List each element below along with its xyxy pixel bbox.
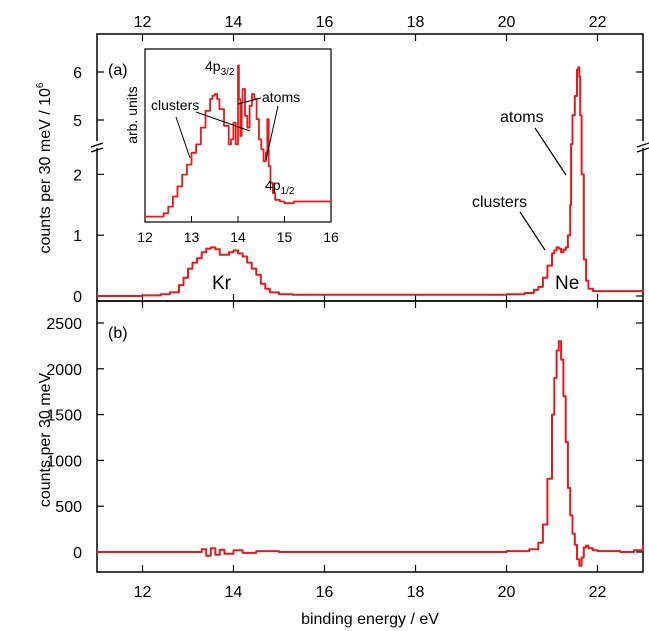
panel-a-y-tick-label: 6 xyxy=(73,65,82,82)
axis-break-mark xyxy=(636,142,649,148)
panel-b-x-tick-label: 22 xyxy=(589,584,607,601)
panel-b-y-tick-label: 500 xyxy=(55,499,82,516)
panel-b-x-tick-label: 12 xyxy=(134,584,152,601)
ne-clusters-label: clusters xyxy=(472,194,527,211)
axis-break-mark xyxy=(636,147,649,153)
axis-break-marks xyxy=(90,141,649,153)
inset-clusters-pointer-2 xyxy=(195,111,251,132)
ne-atoms-label: atoms xyxy=(500,109,544,126)
panel-b-y-tick-label: 0 xyxy=(73,545,82,562)
panel-b: 12 14 16 18 20 22 0 500 1000 1500 2000 2500 (b) co… xyxy=(37,300,644,628)
axis-break-mark xyxy=(90,142,104,148)
inset-atoms-label: atoms xyxy=(262,89,300,105)
inset-atoms-pointer-2 xyxy=(265,105,279,161)
inset-x-tick-label: 13 xyxy=(184,229,200,245)
panel-a-series-line xyxy=(97,66,644,297)
inset-series-line xyxy=(145,64,331,218)
svg-text:counts per 30 meV / 106: counts per 30 meV / 106 xyxy=(35,82,54,253)
panel-a-y-tick-label: 2 xyxy=(73,167,82,184)
panel-a-y-label-text: counts per 30 meV / 10 xyxy=(37,88,54,254)
inset-4p12-label: 4p1/2 xyxy=(265,177,295,197)
ne-label: Ne xyxy=(555,273,579,294)
panel-b-x-tick-label: 14 xyxy=(225,584,243,601)
panel-a-top-tick-label: 22 xyxy=(589,14,607,31)
panel-b-frame xyxy=(96,300,644,573)
panel-b-y-tick-label: 2500 xyxy=(46,316,82,333)
inset-4p32-label: 4p3/2 xyxy=(205,58,235,78)
panel-a-top-tick-label: 20 xyxy=(498,14,516,31)
inset-y-label: arb. units xyxy=(124,86,140,144)
panel-a-y-label-exponent: 6 xyxy=(35,82,46,88)
inset-clusters-pointer-1 xyxy=(175,116,191,159)
panel-b-x-tick-label: 18 xyxy=(407,584,425,601)
inset-y-label-text: arb. units xyxy=(124,86,140,144)
kr-label: Kr xyxy=(212,273,232,294)
inset-atoms-pointer-1 xyxy=(237,97,262,105)
inset-x-ticks: 12 13 14 15 16 xyxy=(137,216,339,245)
panel-b-series-line xyxy=(97,340,644,567)
panel-b-x-tick-label: 16 xyxy=(316,584,334,601)
x-axis-label: binding energy / eV xyxy=(301,611,439,628)
ne-atoms-pointer xyxy=(534,127,567,176)
panel-a-top-tick-label: 18 xyxy=(407,14,425,31)
panel-b-label: (b) xyxy=(108,325,128,342)
panel-a-y-label: counts per 30 meV / 106 xyxy=(35,82,54,253)
inset-x-tick-label: 16 xyxy=(323,229,339,245)
panel-a-top-tick-label: 16 xyxy=(316,14,334,31)
inset: 12 13 14 15 16 arb. units 4p3/2 atoms cluste… xyxy=(124,48,339,245)
panel-a-label: (a) xyxy=(108,62,128,79)
inset-clusters-label: clusters xyxy=(151,97,199,113)
panel-b-y-label-text: counts per 30 meV xyxy=(37,373,54,508)
panel-b-x-ticks: 12 14 16 18 20 22 xyxy=(134,301,607,601)
inset-x-tick-label: 14 xyxy=(230,229,246,245)
inset-x-tick-label: 12 xyxy=(137,229,153,245)
ne-clusters-pointer xyxy=(519,211,546,251)
panel-b-y-tick-label: 1500 xyxy=(46,408,82,425)
panel-a-top-tick-label: 14 xyxy=(225,14,243,31)
panel-b-y-ticks: 0 500 1000 1500 2000 2500 xyxy=(46,316,643,562)
inset-x-tick-label: 15 xyxy=(277,229,293,245)
panel-a-top-ticks: 12 14 16 18 20 22 xyxy=(134,14,607,41)
panel-a-y-tick-label: 1 xyxy=(73,228,82,245)
panel-a-top-tick-label: 12 xyxy=(134,14,152,31)
panel-a-y-tick-label: 0 xyxy=(73,289,82,306)
axis-break-mark xyxy=(90,147,104,153)
panel-a-y-tick-label: 5 xyxy=(73,113,82,130)
panel-b-y-tick-label: 2000 xyxy=(46,362,82,379)
panel-b-y-label: counts per 30 meV xyxy=(37,373,54,508)
panel-b-x-tick-label: 20 xyxy=(498,584,516,601)
panel-b-y-tick-label: 1000 xyxy=(46,453,82,470)
